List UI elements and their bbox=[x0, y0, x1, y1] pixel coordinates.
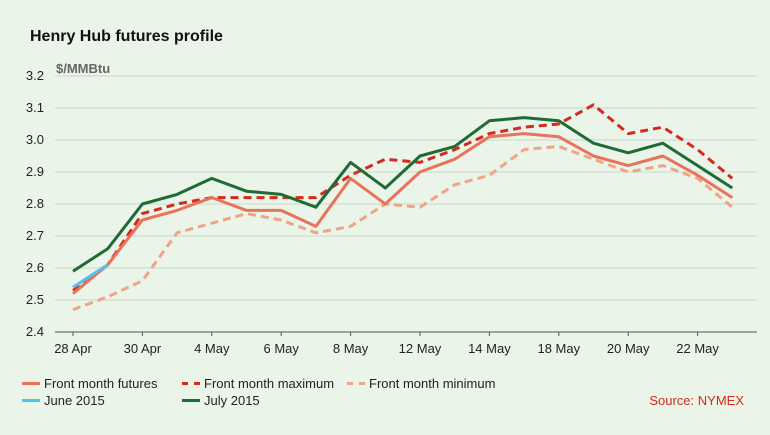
legend-swatch bbox=[347, 382, 365, 385]
y-tick-label: 2.5 bbox=[26, 292, 44, 307]
legend-swatch bbox=[182, 399, 200, 402]
series-line-front-month-futures bbox=[72, 132, 734, 295]
x-tick-label: 12 May bbox=[399, 341, 442, 356]
y-tick-label: 2.4 bbox=[26, 324, 44, 339]
legend-label: Front month futures bbox=[44, 376, 158, 391]
legend-label: Front month maximum bbox=[204, 376, 335, 391]
x-tick-label: 4 May bbox=[194, 341, 230, 356]
y-tick-label: 2.7 bbox=[26, 228, 44, 243]
x-tick-label: 6 May bbox=[263, 341, 299, 356]
x-tick-label: 18 May bbox=[537, 341, 580, 356]
y-tick-label: 2.6 bbox=[26, 260, 44, 275]
x-tick-label: 14 May bbox=[468, 341, 511, 356]
y-tick-label: 3.1 bbox=[26, 100, 44, 115]
series-line-june-2015 bbox=[72, 263, 109, 289]
y-tick-label: 3.0 bbox=[26, 132, 44, 147]
source-note: Source: NYMEX bbox=[649, 393, 744, 408]
legend-swatch bbox=[22, 399, 40, 402]
legend-item-june-2015: June 2015 bbox=[22, 393, 105, 408]
series-line-front-month-minimum bbox=[72, 144, 734, 312]
legend-label: Front month minimum bbox=[369, 376, 496, 391]
legend: Front month futures Front month maximum … bbox=[22, 376, 762, 416]
chart-title: Henry Hub futures profile bbox=[30, 28, 223, 45]
series-line-july-2015 bbox=[72, 116, 734, 273]
x-tick-label: 22 May bbox=[676, 341, 719, 356]
x-tick-label: 20 May bbox=[607, 341, 650, 356]
x-tick-label: 8 May bbox=[333, 341, 369, 356]
legend-item-front-month-maximum: Front month maximum bbox=[182, 376, 334, 391]
x-tick-label: 30 Apr bbox=[124, 341, 162, 356]
y-axis-label: $/MMBtu bbox=[56, 61, 110, 76]
legend-label: July 2015 bbox=[204, 393, 260, 408]
legend-swatch bbox=[22, 382, 40, 385]
y-tick-label: 2.9 bbox=[26, 164, 44, 179]
legend-item-front-month-futures: Front month futures bbox=[22, 376, 157, 391]
legend-label: June 2015 bbox=[44, 393, 105, 408]
series-line-front-month-maximum bbox=[72, 103, 734, 292]
y-tick-label: 3.2 bbox=[26, 68, 44, 83]
legend-swatch bbox=[182, 382, 200, 385]
y-tick-label: 2.8 bbox=[26, 196, 44, 211]
legend-item-front-month-minimum: Front month minimum bbox=[347, 376, 495, 391]
x-tick-label: 28 Apr bbox=[54, 341, 92, 356]
legend-item-july-2015: July 2015 bbox=[182, 393, 260, 408]
